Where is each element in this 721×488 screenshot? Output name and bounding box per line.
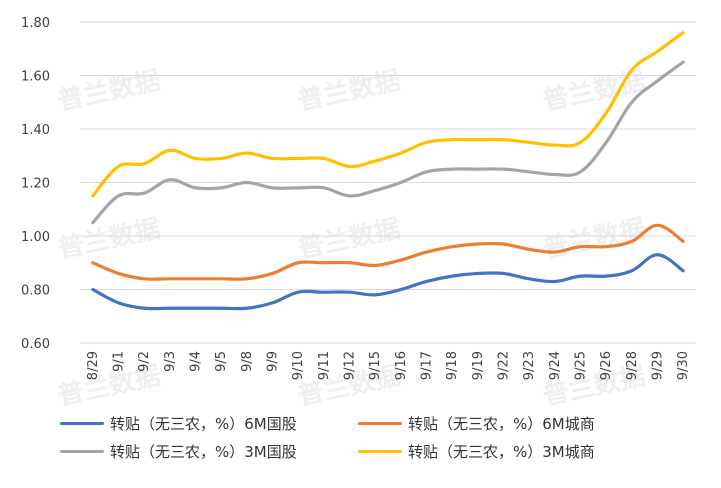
legend-item: 转贴（无三农，%）3M国股 bbox=[60, 441, 297, 462]
x-tick-label: 9/10 bbox=[291, 351, 306, 380]
x-tick-label: 9/29 bbox=[651, 351, 666, 380]
watermark-text: 普兰数据 bbox=[540, 213, 648, 265]
series-line-4 bbox=[91, 31, 685, 198]
y-tick-label: 0.60 bbox=[21, 337, 50, 352]
x-tick-label: 9/26 bbox=[599, 351, 614, 380]
legend-swatch bbox=[358, 422, 402, 425]
legend-item: 转贴（无三农，%）6M国股 bbox=[60, 413, 297, 434]
x-axis: 8/29 9/1 9/2 9/3 9/4 9/5 9/8 9/9 9/10 9/11 9/12 9/1… bbox=[86, 351, 691, 380]
legend-label: 转贴（无三农，%）6M城商 bbox=[408, 415, 595, 433]
x-tick-label: 9/18 bbox=[445, 351, 460, 380]
series-line-1 bbox=[91, 253, 685, 311]
legend-swatch bbox=[358, 450, 402, 453]
x-tick-label: 9/19 bbox=[471, 351, 486, 380]
legend-item: 转贴（无三农，%）3M城商 bbox=[358, 441, 595, 462]
watermark-text: 普兰数据 bbox=[295, 65, 403, 117]
x-tick-label: 8/29 bbox=[86, 351, 101, 380]
x-tick-label: 9/22 bbox=[497, 351, 512, 380]
x-tick-label: 9/11 bbox=[317, 351, 332, 380]
x-tick-label: 9/12 bbox=[343, 351, 358, 380]
x-tick-label: 9/5 bbox=[214, 351, 229, 372]
x-tick-label: 9/17 bbox=[420, 351, 435, 380]
y-tick-label: 0.80 bbox=[21, 284, 50, 299]
x-tick-label: 9/8 bbox=[240, 351, 255, 372]
x-tick-label: 9/28 bbox=[625, 351, 640, 380]
legend-label: 转贴（无三农，%）3M城商 bbox=[408, 443, 595, 461]
y-axis: 0.60 0.80 1.00 1.20 1.40 1.60 1.80 bbox=[21, 16, 50, 352]
y-tick-label: 1.20 bbox=[21, 177, 50, 192]
x-tick-label: 9/2 bbox=[137, 351, 152, 372]
legend-swatch bbox=[60, 422, 104, 425]
series-line-2 bbox=[91, 223, 685, 281]
x-tick-label: 9/15 bbox=[368, 351, 383, 380]
watermark-text: 普兰数据 bbox=[295, 213, 403, 265]
x-tick-label: 9/23 bbox=[522, 351, 537, 380]
y-tick-label: 1.80 bbox=[21, 16, 50, 31]
x-tick-label: 9/16 bbox=[394, 351, 409, 380]
plot-area bbox=[91, 31, 685, 311]
x-tick-label: 9/25 bbox=[574, 351, 589, 380]
legend-swatch bbox=[60, 450, 104, 453]
y-tick-label: 1.60 bbox=[21, 70, 50, 85]
x-tick-label: 9/3 bbox=[163, 351, 178, 372]
x-tick-label: 9/4 bbox=[189, 351, 204, 372]
x-tick-label: 9/24 bbox=[548, 351, 563, 380]
watermark-text: 普兰数据 bbox=[55, 65, 163, 117]
legend-item: 转贴（无三农，%）6M城商 bbox=[358, 413, 595, 434]
x-tick-label: 9/30 bbox=[676, 351, 691, 380]
x-tick-label: 9/9 bbox=[266, 351, 281, 372]
watermark-text: 普兰数据 bbox=[540, 65, 648, 117]
y-tick-label: 1.40 bbox=[21, 123, 50, 138]
series-line-3 bbox=[91, 60, 685, 225]
legend-label: 转贴（无三农，%）6M国股 bbox=[110, 415, 297, 433]
x-tick-label: 9/1 bbox=[112, 351, 127, 372]
legend-label: 转贴（无三农，%）3M国股 bbox=[110, 443, 297, 461]
y-tick-label: 1.00 bbox=[21, 230, 50, 245]
watermark-text: 普兰数据 bbox=[55, 213, 163, 265]
